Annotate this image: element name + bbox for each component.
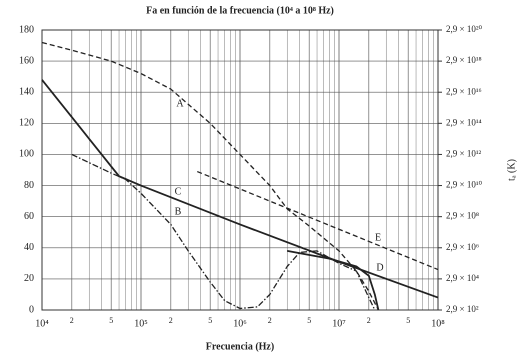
y2-tick-label: 2,9 × 10¹⁶ bbox=[446, 86, 482, 96]
x-tick-label: 10⁵ bbox=[134, 318, 148, 329]
series-label: A bbox=[176, 98, 184, 109]
y-tick-label: 40 bbox=[24, 242, 34, 253]
y-tick-label: 160 bbox=[19, 55, 34, 66]
y2-tick-label: 2,9 × 10¹⁴ bbox=[446, 117, 482, 127]
x-axis-label: Frecuencia (Hz) bbox=[206, 341, 274, 352]
y2-tick-label: 2,9 × 10¹⁸ bbox=[446, 55, 482, 65]
y2-tick-label: 2,9 × 10⁴ bbox=[446, 273, 479, 283]
x-tick-label: 10⁸ bbox=[431, 318, 445, 329]
x-tick-label: 2 bbox=[268, 316, 272, 325]
x-tick-label: 2 bbox=[367, 316, 371, 325]
x-tick-label: 10⁴ bbox=[35, 318, 49, 329]
y-tick-label: 0 bbox=[29, 304, 34, 315]
series-label: D bbox=[376, 262, 383, 273]
x-tick-label: 2 bbox=[70, 316, 74, 325]
y2-tick-label: 2,9 × 10²⁰ bbox=[446, 24, 483, 34]
y2-axis-label: tₐ (K) bbox=[506, 159, 517, 181]
x-tick-label: 5 bbox=[406, 316, 410, 325]
x-tick-label: 5 bbox=[208, 316, 212, 325]
chart-title: Fa en función de la frecuencia (10⁴ a 10… bbox=[146, 5, 334, 16]
x-tick-label: 10⁷ bbox=[332, 318, 346, 329]
series-line bbox=[287, 250, 380, 311]
x-tick-label: 5 bbox=[307, 316, 311, 325]
x-tick-label: 5 bbox=[109, 316, 113, 325]
plot-frame bbox=[41, 29, 439, 311]
series-line bbox=[197, 170, 439, 271]
y-tick-label: 60 bbox=[24, 211, 34, 222]
series-label: C bbox=[175, 186, 182, 197]
x-tick-label: 2 bbox=[169, 316, 173, 325]
y-tick-label: 120 bbox=[19, 118, 34, 129]
y2-tick-label: 2,9 × 10² bbox=[446, 304, 479, 314]
y2-tick-label: 2,9 × 10⁸ bbox=[446, 211, 479, 221]
y-tick-label: 80 bbox=[24, 180, 34, 191]
x-tick-label: 10⁶ bbox=[233, 318, 247, 329]
y2-tick-label: 2,9 × 10¹⁰ bbox=[446, 180, 483, 190]
y-tick-label: 140 bbox=[19, 87, 34, 98]
y2-tick-label: 2,9 × 10⁶ bbox=[446, 242, 479, 252]
series-line bbox=[71, 153, 376, 311]
y-tick-label: 20 bbox=[24, 273, 34, 284]
y2-tick-label: 2,9 × 10¹² bbox=[446, 149, 482, 159]
series-label: B bbox=[175, 206, 182, 217]
y-tick-label: 180 bbox=[19, 24, 34, 35]
y-tick-label: 100 bbox=[19, 149, 34, 160]
series-label: E bbox=[375, 232, 381, 243]
